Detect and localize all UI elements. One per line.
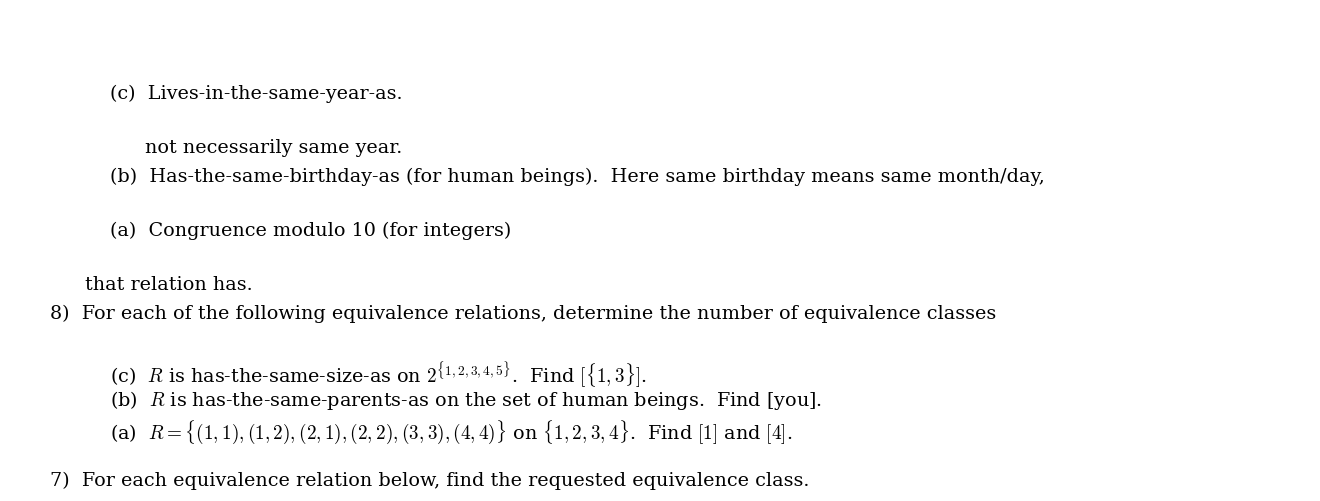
Text: (a)  $R = \{(1,1),(1,2),(2,1),(2,2),(3,3),(4,4)\}$ on $\{1,2,3,4\}$.  Find $[1]$: (a) $R = \{(1,1),(1,2),(2,1),(2,2),(3,3)… — [110, 417, 792, 444]
Text: (c)  Lives-in-the-same-year-as.: (c) Lives-in-the-same-year-as. — [110, 85, 403, 103]
Text: (b)  Has-the-same-birthday-as (for human beings).  Here same birthday means same: (b) Has-the-same-birthday-as (for human … — [110, 168, 1044, 186]
Text: 7)  For each equivalence relation below, find the requested equivalence class.: 7) For each equivalence relation below, … — [50, 471, 809, 489]
Text: not necessarily same year.: not necessarily same year. — [145, 139, 403, 157]
Text: (c)  $R$ is has-the-same-size-as on $2^{\{1,2,3,4,5\}}$.  Find $[\{1,3\}]$.: (c) $R$ is has-the-same-size-as on $2^{\… — [110, 359, 647, 391]
Text: (b)  $R$ is has-the-same-parents-as on the set of human beings.  Find [you].: (b) $R$ is has-the-same-parents-as on th… — [110, 388, 822, 411]
Text: (a)  Congruence modulo 10 (for integers): (a) Congruence modulo 10 (for integers) — [110, 221, 511, 240]
Text: that relation has.: that relation has. — [84, 276, 252, 294]
Text: 8)  For each of the following equivalence relations, determine the number of equ: 8) For each of the following equivalence… — [50, 305, 997, 323]
